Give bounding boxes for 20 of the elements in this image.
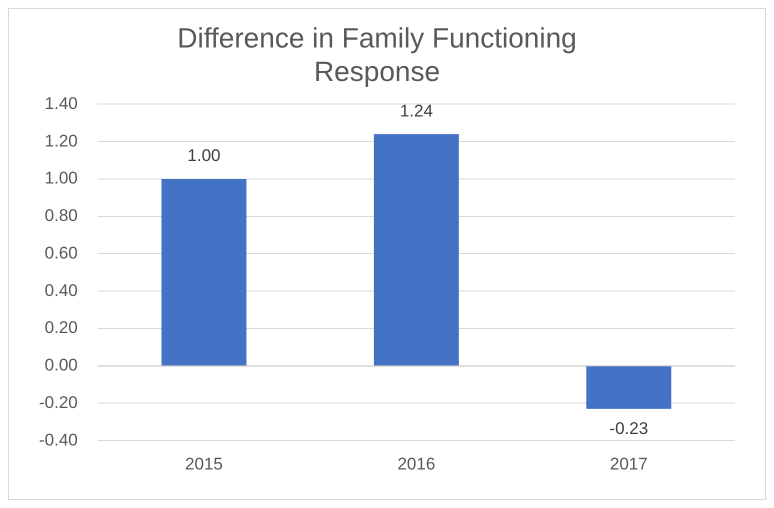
bar	[586, 366, 672, 409]
x-tick-label: 2017	[610, 454, 648, 474]
bar	[161, 178, 246, 366]
y-tick-label: -0.40	[39, 430, 78, 450]
y-tick-label: 0.60	[44, 243, 78, 262]
y-tick-label: 0.00	[44, 356, 78, 375]
y-tick-label: 1.20	[44, 131, 78, 150]
y-tick-label: 0.40	[44, 280, 78, 300]
y-tick-label: 1.40	[44, 94, 78, 113]
y-tick-label: 1.00	[44, 168, 78, 188]
bar	[374, 134, 459, 366]
x-tick-label: 2016	[397, 454, 436, 474]
y-tick-label: 0.80	[44, 206, 78, 226]
x-tick-label: 2015	[185, 454, 223, 474]
y-tick-label: -0.20	[39, 392, 78, 412]
data-label: 1.24	[400, 101, 433, 120]
y-tick-label: 0.20	[44, 318, 78, 338]
data-label: 1.00	[187, 146, 221, 166]
data-label: -0.23	[609, 419, 648, 438]
chart-title: Difference in Family Functioning Response	[177, 22, 577, 88]
